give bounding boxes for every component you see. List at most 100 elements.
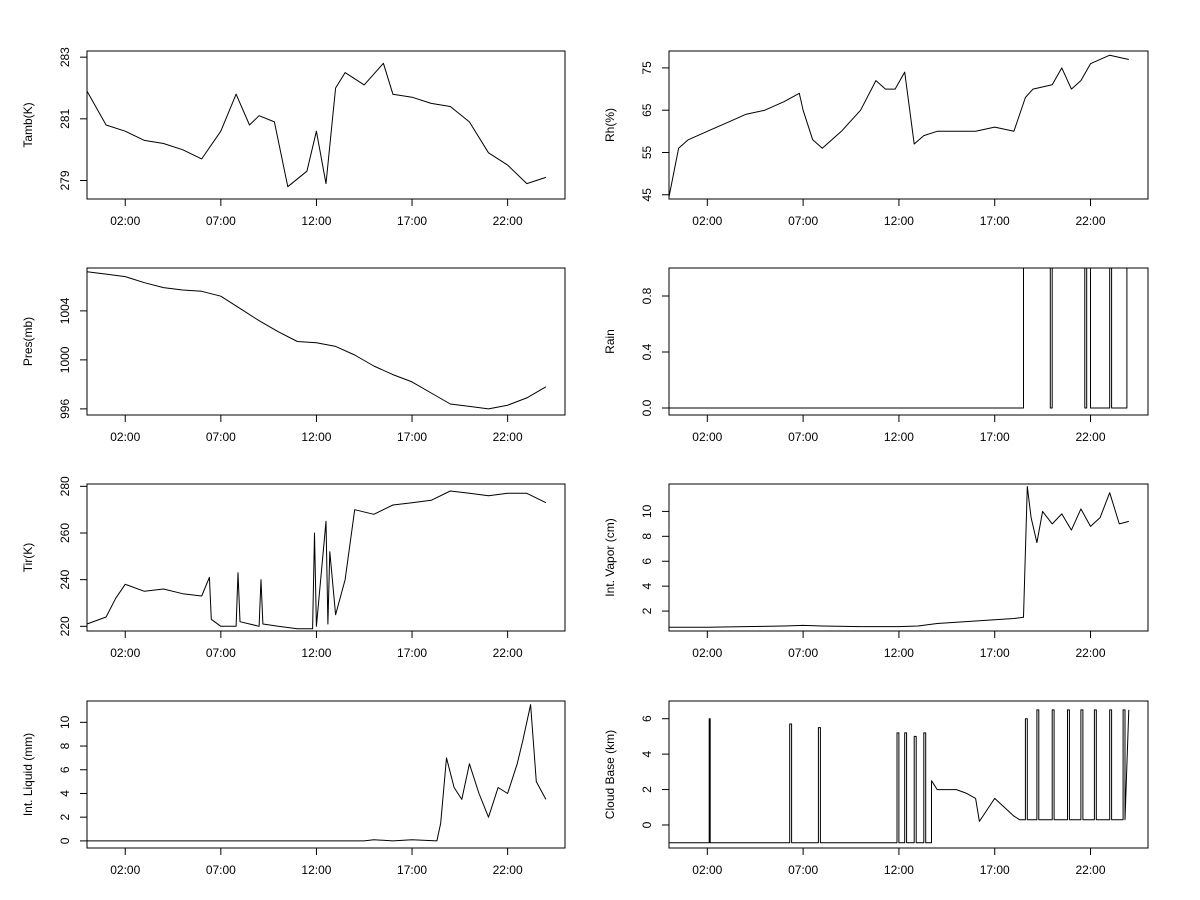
x-tick-label: 12:00 (301, 863, 331, 877)
x-tick-label: 07:00 (206, 863, 236, 877)
panel-3: 02:00 07:00 12:00 17:00 22:00 996 1000 1004 Pres… (21, 267, 566, 444)
x-tick-label: 22:00 (493, 863, 523, 877)
x-tick-label: 22:00 (493, 214, 523, 228)
y-tick-label: 0.4 (640, 343, 654, 360)
x-tick-label: 12:00 (884, 214, 914, 228)
panel-5: 02:00 07:00 12:00 17:00 22:00 220 240 260 280 Tir… (21, 476, 566, 660)
y-axis-label: Pres(mb) (21, 317, 35, 366)
y-axis-label: Rh(%) (603, 108, 617, 142)
y-tick-label: 0.8 (640, 287, 654, 304)
y-tick-label: 6 (640, 715, 654, 722)
x-tick-label: 02:00 (110, 430, 140, 444)
plot-frame (86, 50, 566, 200)
x-tick-label: 22:00 (493, 646, 523, 660)
y-tick-label: 280 (58, 476, 72, 496)
x-tick-label: 12:00 (884, 646, 914, 660)
y-axis-label: Rain (603, 329, 617, 354)
y-tick-label: 0 (58, 837, 72, 844)
plot-frame (86, 483, 566, 632)
y-axis-label: Tir(K) (21, 543, 35, 573)
y-tick-label: 281 (58, 109, 72, 129)
x-tick-label: 07:00 (788, 646, 818, 660)
x-tick-label: 17:00 (980, 214, 1010, 228)
y-axis-label: Cloud Base (km) (603, 730, 617, 819)
plot-frame (668, 483, 1149, 632)
y-tick-label: 0.0 (640, 399, 654, 416)
x-tick-label: 07:00 (206, 214, 236, 228)
plot-frame (668, 267, 1149, 416)
series-line (86, 62, 547, 188)
panel-7: 02:00 07:00 12:00 17:00 22:00 0 2 4 6 8 10 Int. Liq… (21, 700, 566, 877)
x-tick-label: 02:00 (110, 863, 140, 877)
y-tick-label: 10 (58, 715, 72, 729)
y-tick-label: 279 (58, 170, 72, 190)
panel-8: 02:00 07:00 12:00 17:00 22:00 0 2 4 6 Cloud Base … (603, 700, 1149, 877)
y-tick-label: 6 (640, 558, 654, 565)
series-line (86, 271, 547, 410)
x-tick-label: 22:00 (1076, 863, 1106, 877)
x-tick-label: 02:00 (692, 863, 722, 877)
plot-frame (668, 50, 1149, 200)
y-axis-label: Tamb(K) (21, 102, 35, 147)
x-tick-label: 22:00 (1076, 214, 1106, 228)
y-tick-label: 2 (58, 814, 72, 821)
series-line (669, 486, 1129, 628)
y-tick-label: 4 (640, 582, 654, 589)
y-tick-label: 8 (640, 533, 654, 540)
x-tick-label: 07:00 (788, 214, 818, 228)
x-tick-label: 12:00 (301, 430, 331, 444)
y-tick-label: 65 (640, 103, 654, 117)
x-tick-label: 07:00 (788, 863, 818, 877)
x-tick-label: 12:00 (884, 430, 914, 444)
y-tick-label: 8 (58, 742, 72, 749)
x-tick-label: 02:00 (692, 646, 722, 660)
x-tick-label: 17:00 (980, 646, 1010, 660)
x-tick-label: 17:00 (980, 863, 1010, 877)
panel-2: 02:00 07:00 12:00 17:00 22:00 45 55 65 75 Rh(%) (603, 50, 1149, 228)
plot-frame (86, 700, 566, 849)
panel-4: 02:00 07:00 12:00 17:00 22:00 0.0 0.4 0.8 Rain (603, 267, 1149, 444)
x-tick-label: 02:00 (692, 214, 722, 228)
x-tick-label: 17:00 (397, 863, 427, 877)
y-tick-label: 220 (58, 616, 72, 636)
x-tick-label: 02:00 (110, 646, 140, 660)
x-tick-label: 12:00 (301, 214, 331, 228)
series-line (669, 709, 1130, 844)
y-tick-label: 0 (640, 821, 654, 828)
series-line (86, 490, 547, 630)
x-tick-label: 02:00 (692, 430, 722, 444)
series-line (668, 54, 1129, 197)
x-tick-label: 07:00 (206, 646, 236, 660)
plot-frame (86, 267, 566, 416)
series-line (669, 267, 1129, 409)
y-axis-label: Int. Vapor (cm) (603, 518, 617, 596)
panel-6: 02:00 07:00 12:00 17:00 22:00 2 4 6 8 10 Int. Vapo… (603, 483, 1149, 660)
y-tick-label: 283 (58, 47, 72, 67)
x-tick-label: 07:00 (206, 430, 236, 444)
y-tick-label: 4 (640, 750, 654, 757)
plot-frame (668, 700, 1149, 849)
y-tick-label: 1000 (58, 346, 72, 373)
series-line (87, 704, 547, 842)
x-tick-label: 17:00 (397, 646, 427, 660)
x-tick-label: 17:00 (980, 430, 1010, 444)
y-axis-label: Int. Liquid (mm) (21, 733, 35, 816)
x-tick-label: 12:00 (884, 863, 914, 877)
y-tick-label: 2 (640, 786, 654, 793)
x-tick-label: 07:00 (788, 430, 818, 444)
y-tick-label: 260 (58, 523, 72, 543)
x-tick-label: 12:00 (301, 646, 331, 660)
panel-1: 02:00 07:00 12:00 17:00 22:00 279 281 283 Tamb(K… (21, 47, 566, 228)
x-tick-label: 22:00 (1076, 646, 1106, 660)
y-tick-label: 2 (640, 607, 654, 614)
y-tick-label: 240 (58, 569, 72, 589)
x-tick-label: 17:00 (397, 214, 427, 228)
y-tick-label: 55 (640, 145, 654, 159)
y-tick-label: 6 (58, 766, 72, 773)
y-tick-label: 45 (640, 188, 654, 202)
x-tick-label: 22:00 (1076, 430, 1106, 444)
x-tick-label: 02:00 (110, 214, 140, 228)
y-tick-label: 75 (640, 61, 654, 75)
y-tick-label: 1004 (58, 297, 72, 324)
